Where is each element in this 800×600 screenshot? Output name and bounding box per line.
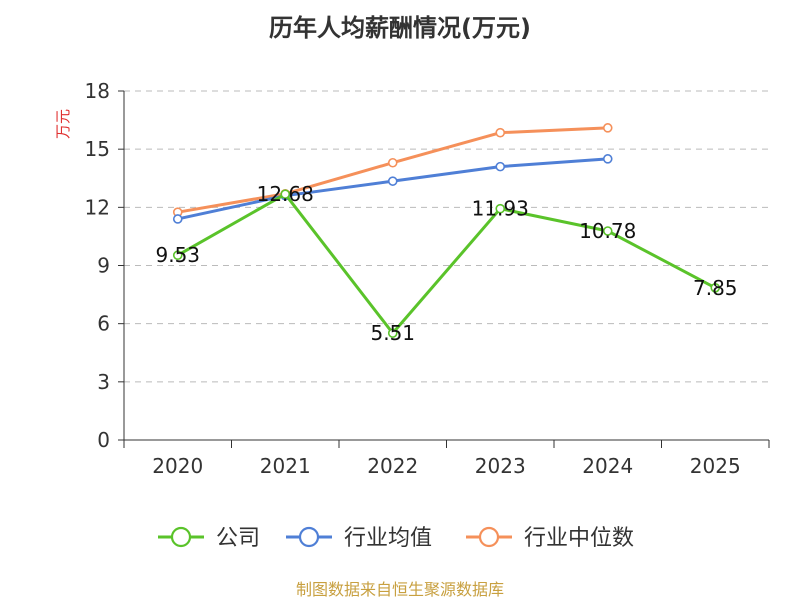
data-point — [172, 250, 183, 261]
x-tick-label: 2023 — [475, 454, 526, 478]
series-lines — [172, 123, 721, 338]
data-labels: 9.53 12.68 5.51 11.93 10.78 7.85 — [155, 182, 737, 345]
data-point — [602, 226, 613, 236]
data-label: 7.85 — [693, 276, 738, 300]
x-tick-label: 2020 — [152, 454, 203, 478]
y-axis-label: 万元 — [54, 109, 72, 139]
legend-marker — [298, 526, 320, 548]
legend-item: 行业均值 — [286, 526, 432, 551]
data-point — [495, 203, 506, 214]
data-point — [387, 157, 398, 168]
legend-item: 行业中位数 — [466, 526, 634, 551]
data-point — [172, 214, 183, 224]
data-label: 10.78 — [579, 219, 636, 243]
data-point — [495, 127, 506, 138]
data-point — [387, 176, 398, 186]
data-point — [387, 328, 398, 338]
x-tick-label: 2021 — [260, 454, 311, 478]
legend-marker — [478, 526, 500, 548]
data-label: 12.68 — [257, 182, 314, 206]
legend-label: 行业中位数 — [524, 526, 634, 551]
y-tick-label: 18 — [85, 79, 110, 103]
source-note: 制图数据来自恒生聚源数据库 — [296, 580, 504, 599]
y-tick-label: 15 — [85, 137, 110, 161]
grid-lines — [124, 90, 769, 383]
data-point — [602, 123, 613, 133]
y-tick-label: 3 — [97, 370, 110, 394]
chart-title: 历年人均薪酬情况(万元) — [269, 14, 531, 42]
legend-label: 行业均值 — [344, 526, 432, 551]
y-tick-label: 6 — [97, 312, 110, 336]
legend-item: 公司 — [158, 526, 260, 551]
series-line — [176, 192, 717, 335]
legend-label: 公司 — [216, 526, 260, 551]
series-line — [176, 126, 610, 214]
data-point — [602, 154, 613, 164]
data-label: 5.51 — [370, 321, 415, 345]
series-line — [176, 157, 610, 221]
y-tick-label: 12 — [85, 195, 110, 219]
axes: 0 3 6 9 12 15 18 2020 2021 2022 2023 2024 2025 — [85, 79, 770, 478]
x-tick-label: 2024 — [582, 454, 633, 478]
y-tick-label: 9 — [97, 254, 110, 278]
data-label: 9.53 — [155, 243, 200, 267]
x-tick-label: 2025 — [690, 454, 741, 478]
y-tick-label: 0 — [97, 428, 110, 452]
legend: 公司 行业均值 行业中位数 — [158, 526, 634, 551]
data-label: 11.93 — [472, 197, 529, 221]
legend-marker — [170, 526, 192, 548]
data-point — [280, 189, 291, 199]
x-tick-label: 2022 — [367, 454, 418, 478]
data-point — [495, 161, 506, 172]
data-point — [710, 282, 721, 293]
